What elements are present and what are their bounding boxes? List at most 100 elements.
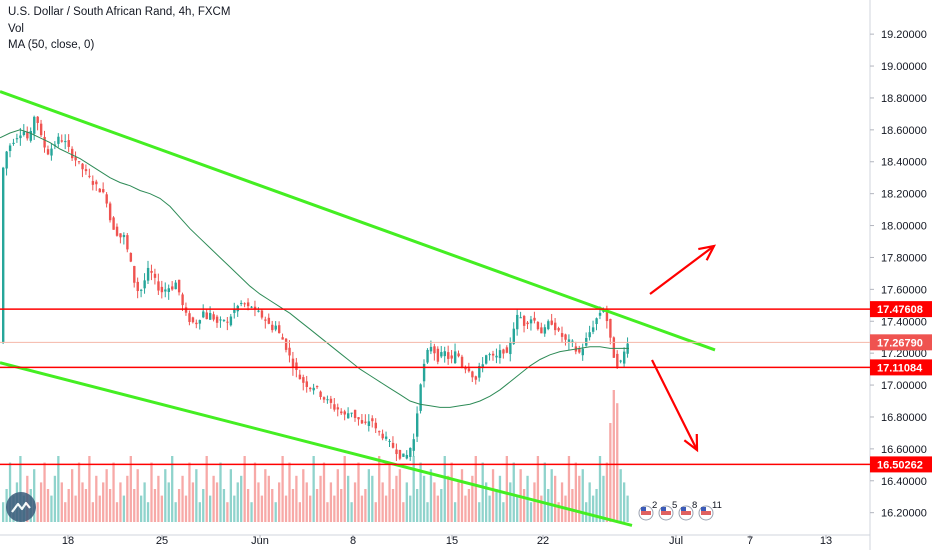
candle-body <box>374 422 377 429</box>
candle-body <box>215 316 219 323</box>
volume-bar <box>222 489 226 522</box>
volume-bar <box>271 489 274 522</box>
volume-bar <box>43 462 46 522</box>
candle-body <box>505 347 509 353</box>
candle-body <box>602 311 605 313</box>
candle-body <box>198 320 202 324</box>
candle-body <box>619 360 622 362</box>
volume-bar <box>550 469 553 522</box>
y-tick-label: 19.20000 <box>881 29 927 41</box>
volume-bar <box>215 482 219 522</box>
up-arrow-head <box>698 244 717 261</box>
candle-body <box>433 346 436 354</box>
volume-bar <box>136 469 139 522</box>
candle-body <box>516 314 519 330</box>
volume-bar <box>122 495 126 522</box>
candle-body <box>2 167 5 343</box>
candle-body <box>571 340 574 342</box>
candle-body <box>598 312 602 316</box>
candle-body <box>347 413 350 419</box>
resistance-level-label: 17.47608 <box>877 304 923 316</box>
candle-body <box>443 351 446 357</box>
candle-body <box>315 386 319 388</box>
candle-body <box>91 181 95 185</box>
candle-body <box>540 327 543 334</box>
candle-body <box>202 311 205 318</box>
candle-body <box>447 352 450 359</box>
ma-legend: MA (50, close, 0) <box>8 39 95 51</box>
volume-bar <box>57 456 60 522</box>
candle-body <box>336 407 340 410</box>
volume-bar <box>281 456 284 522</box>
candle-body <box>267 317 271 324</box>
lower-level-label: 16.50262 <box>877 459 923 471</box>
volume-bar <box>557 502 560 522</box>
candle-body <box>122 234 126 238</box>
candle-body <box>609 318 612 338</box>
volume-bar <box>108 489 112 522</box>
candle-body <box>474 376 478 380</box>
candle-body <box>522 315 526 326</box>
volume-bar <box>50 495 53 522</box>
candle-body <box>39 123 43 136</box>
volume-bar <box>305 482 308 522</box>
candle-body <box>50 148 53 156</box>
volume-bar <box>81 482 84 522</box>
candle-body <box>157 281 160 291</box>
volume-bar <box>322 462 326 522</box>
candle-body <box>557 328 560 331</box>
volume-bar <box>77 462 81 522</box>
candle-body <box>491 353 495 356</box>
candle-body <box>495 355 498 358</box>
candle-body <box>64 141 67 143</box>
volume-bar <box>219 462 222 522</box>
candle-body <box>119 233 122 238</box>
volume-bar <box>195 469 198 522</box>
volume-bar <box>157 475 160 522</box>
candle-body <box>391 442 395 448</box>
candle-body <box>529 319 533 324</box>
candle-body <box>426 349 429 363</box>
candle-body <box>371 418 374 422</box>
volume-bar <box>33 469 36 522</box>
candle-body <box>588 332 591 338</box>
volume-bar <box>502 502 505 522</box>
candle-body <box>536 322 540 330</box>
candle-body <box>353 409 357 418</box>
candle-body <box>150 270 153 273</box>
volume-bar <box>547 489 550 522</box>
candle-body <box>167 288 170 292</box>
volume-bar <box>374 502 377 522</box>
volume-bar <box>367 469 370 522</box>
candle-body <box>81 163 84 170</box>
candle-body <box>429 346 433 352</box>
volume-bar <box>512 462 515 522</box>
volume-bar <box>433 482 436 522</box>
candle-body <box>533 317 536 321</box>
ma-line <box>0 129 629 408</box>
candle-body <box>146 267 150 281</box>
candle-body <box>260 310 264 318</box>
lower-trendline <box>0 361 633 527</box>
upper-trendline <box>0 90 716 352</box>
y-tick-label: 18.20000 <box>881 189 927 201</box>
volume-bar <box>264 469 267 522</box>
candle-body <box>271 324 274 331</box>
volume-bar <box>588 482 591 522</box>
volume-bar <box>416 489 419 522</box>
volume-bar <box>384 495 388 522</box>
candle-body <box>488 354 491 356</box>
volume-bar <box>440 489 443 522</box>
volume-bar <box>536 456 540 522</box>
candle-body <box>309 387 312 390</box>
volume-bar <box>619 469 622 522</box>
candle-body <box>519 317 522 319</box>
candle-body <box>340 411 343 414</box>
event-flag-canton <box>701 507 706 511</box>
candle-body <box>53 144 57 146</box>
volume-bar <box>312 456 315 522</box>
support-level-tag <box>870 359 932 376</box>
volume-bar <box>8 462 12 522</box>
volume-bar <box>229 469 232 522</box>
